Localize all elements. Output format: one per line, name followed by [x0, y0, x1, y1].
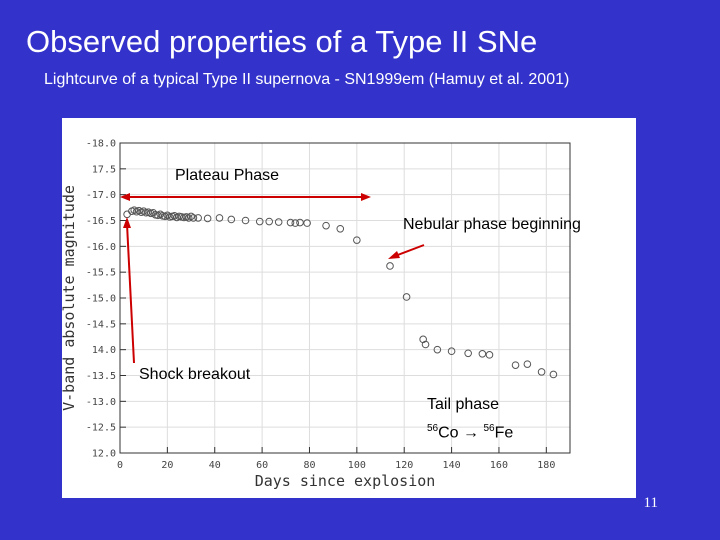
shock-arrowhead [123, 217, 131, 228]
data-point [156, 210, 165, 219]
data-point [187, 212, 195, 221]
data-point [336, 224, 345, 233]
data-points [123, 206, 558, 379]
y-tick-label: 14.0 [92, 345, 116, 356]
data-point [447, 347, 456, 356]
shock-arrow [126, 223, 135, 364]
data-point [189, 214, 198, 222]
phase-arrows [120, 193, 425, 364]
y-tick-label: -14.5 [86, 319, 116, 330]
data-point [353, 236, 361, 244]
lightcurve-chart: 0 20 40 60 80 100 120 140 160 180 -18.0 17.5 -17.0 -1… [60, 139, 571, 490]
x-tick-label: 100 [348, 460, 366, 471]
y-tick-label: -17.0 [86, 190, 116, 201]
x-axis-label: Days since explosion [255, 472, 436, 490]
data-point [203, 214, 212, 223]
data-point [322, 221, 330, 230]
x-tick-label: 0 [117, 460, 123, 471]
plateau-phase-label: Plateau Phase [175, 167, 280, 184]
data-point [135, 206, 143, 215]
data-point [296, 218, 304, 227]
nebular-arrowhead [388, 251, 400, 259]
plateau-arrowhead-right [361, 193, 371, 201]
y-tick-label: -15.5 [86, 268, 116, 279]
data-point [163, 211, 172, 220]
data-point [485, 351, 494, 359]
y-tick-label: -16.0 [86, 242, 116, 253]
x-tick-label: 40 [209, 460, 221, 471]
fe-mass-number: 56 [483, 423, 495, 434]
data-point [402, 293, 411, 301]
data-point [537, 368, 546, 376]
data-point [265, 217, 274, 226]
fe-symbol: Fe [494, 424, 514, 442]
slide-title: Observed properties of a Type II SNe [26, 24, 538, 59]
data-point [464, 349, 472, 358]
tail-phase-label: Tail phase [427, 396, 500, 413]
data-point [286, 218, 295, 227]
slide-subtitle: Lightcurve of a typical Type II supernov… [44, 71, 570, 88]
x-tick-label: 180 [537, 460, 555, 471]
y-tick-label: -16.5 [86, 216, 116, 227]
x-tick-label: 120 [395, 460, 413, 471]
data-point [170, 212, 179, 220]
data-point [303, 219, 311, 227]
x-tick-label: 60 [256, 460, 268, 471]
y-tick-label: 17.5 [92, 164, 116, 175]
data-point [194, 214, 202, 222]
plateau-arrowhead-left [120, 193, 130, 201]
y-tick-label: -12.5 [86, 423, 116, 434]
grid [119, 142, 570, 454]
data-point [549, 370, 558, 379]
data-point [274, 218, 283, 226]
data-point [291, 219, 300, 227]
x-tick-label: 80 [303, 460, 315, 471]
y-tick-label: -18.0 [86, 139, 116, 150]
x-tick-label: 20 [161, 460, 173, 471]
chart-panel: 0 20 40 60 80 100 120 140 160 180 -18.0 17.5 -17.0 -1… [60, 118, 636, 498]
data-point [215, 214, 224, 222]
data-point [511, 361, 520, 369]
y-tick-label: -15.0 [86, 294, 116, 305]
x-tick-label: 160 [490, 460, 508, 471]
y-tick-label: -13.0 [86, 397, 116, 408]
nebular-phase-label: Nebular phase beginning [403, 216, 581, 233]
data-point [123, 210, 131, 219]
data-point [255, 217, 264, 226]
co-symbol: Co [438, 424, 459, 442]
data-point [386, 262, 394, 270]
tail-phase-reaction: 56Co → 56Fe [427, 423, 513, 442]
y-tick-label: -13.5 [86, 371, 116, 382]
y-axis-label: V-band absolute magnitude [62, 185, 78, 411]
y-tick-label: 12.0 [92, 449, 116, 460]
page-number: 11 [643, 495, 658, 511]
data-point [433, 345, 442, 354]
data-point [421, 340, 430, 349]
nebular-arrow [394, 244, 425, 257]
data-point [130, 206, 139, 214]
decay-arrow: → [463, 424, 480, 442]
data-point [227, 215, 236, 224]
data-point [139, 207, 148, 215]
shock-breakout-label: Shock breakout [139, 366, 251, 383]
co-mass-number: 56 [427, 423, 439, 434]
data-point [241, 216, 250, 225]
data-point [523, 360, 532, 368]
data-point [184, 214, 193, 222]
x-tick-label: 140 [443, 460, 461, 471]
axis-ticks: 0 20 40 60 80 100 120 140 160 180 -18.0 17.5 -17.0 -1… [86, 139, 555, 472]
data-point [478, 350, 487, 358]
